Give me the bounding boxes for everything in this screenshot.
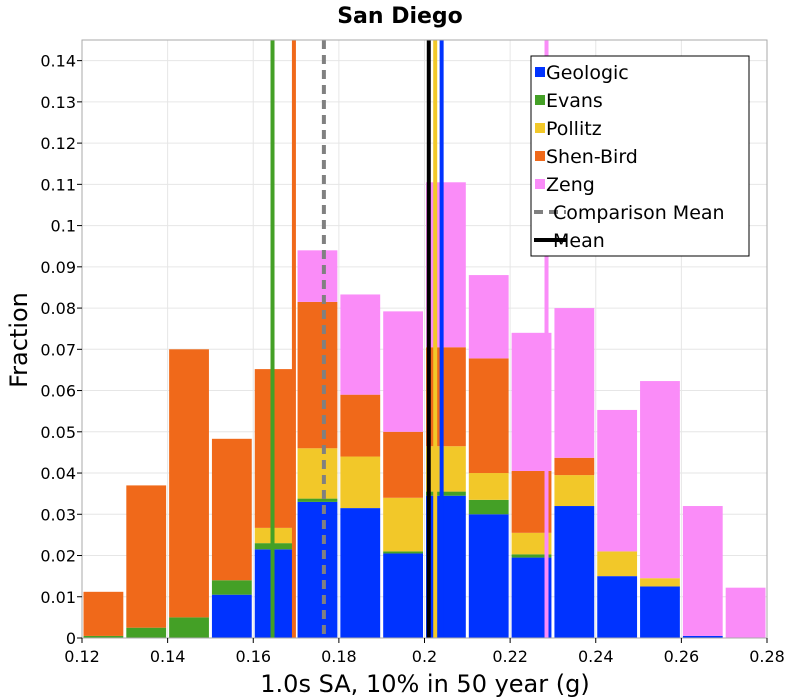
legend-box bbox=[530, 55, 750, 257]
y-tick-label: 0.06 bbox=[40, 382, 76, 401]
y-tick-label: 0.07 bbox=[40, 340, 76, 359]
bar-geologic-segment bbox=[254, 549, 295, 638]
bar-geologic-segment bbox=[426, 495, 466, 638]
bar-pollitz-segment bbox=[254, 527, 295, 544]
bar-zeng-segment bbox=[468, 275, 509, 359]
bar-pollitz-segment bbox=[640, 578, 680, 587]
bar-shen-bird-segment bbox=[83, 591, 124, 636]
bar-shen-bird-segment bbox=[554, 457, 595, 476]
legend-label-comparison-mean: Comparison Mean bbox=[553, 202, 725, 224]
legend-swatch-evans bbox=[535, 95, 545, 105]
bar-evans-segment bbox=[426, 491, 466, 496]
y-tick-label: 0.13 bbox=[40, 93, 76, 112]
x-tick-label: 0.12 bbox=[64, 647, 100, 666]
bar-geologic-segment bbox=[340, 508, 381, 638]
bar-zeng-segment bbox=[340, 294, 381, 395]
y-axis-ticks: 0 0.01 0.02 0.03 0.04 0.05 0.06 0.07 0.08 0.09 0.1… bbox=[40, 52, 82, 648]
y-tick-label: 0.09 bbox=[40, 258, 76, 277]
y-axis-title: Fraction bbox=[5, 292, 33, 388]
y-tick-label: 0.02 bbox=[40, 547, 76, 566]
bar-pollitz-segment bbox=[511, 532, 552, 555]
bar-evans-segment bbox=[383, 551, 423, 554]
mean-lines bbox=[270, 40, 549, 638]
bar-geologic-segment bbox=[640, 586, 680, 638]
bar-zeng-segment bbox=[597, 409, 638, 552]
bar-evans-segment bbox=[297, 498, 338, 502]
bar-shen-bird-segment bbox=[126, 485, 167, 628]
bar-geologic-segment bbox=[468, 514, 509, 638]
bar-pollitz-segment bbox=[340, 456, 381, 509]
y-tick-label: 0.12 bbox=[40, 134, 76, 153]
legend-label-evans: Evans bbox=[546, 90, 603, 112]
legend-swatch-shen-bird bbox=[535, 151, 545, 161]
bar-pollitz-segment bbox=[426, 446, 466, 492]
bar-shen-bird-segment bbox=[383, 431, 423, 498]
bar-geologic-segment bbox=[297, 501, 338, 638]
bar-evans-segment bbox=[126, 627, 167, 638]
bar-zeng-segment bbox=[297, 250, 338, 302]
bar-shen-bird-segment bbox=[297, 301, 338, 449]
y-tick-label: 0.08 bbox=[40, 299, 76, 318]
bar-shen-bird-segment bbox=[340, 394, 381, 457]
bar-evans-segment bbox=[468, 499, 509, 515]
bar-shen-bird-segment bbox=[211, 438, 252, 581]
legend: Geologic Evans Pollitz Shen-Bird Zeng Compari… bbox=[530, 55, 750, 257]
legend-swatch-zeng bbox=[535, 179, 545, 189]
bar-evans-segment bbox=[211, 580, 252, 595]
x-tick-label: 0.2 bbox=[412, 647, 437, 666]
bar-pollitz-segment bbox=[554, 475, 595, 507]
bar-geologic-segment bbox=[554, 506, 595, 638]
bar-geologic-segment bbox=[383, 553, 423, 638]
x-axis-ticks: 0.12 0.14 0.16 0.18 0.2 0.22 0.24 0.26 0.28 bbox=[64, 638, 785, 666]
bar-pollitz-segment bbox=[597, 551, 638, 577]
bar-evans-segment bbox=[83, 635, 124, 638]
y-tick-label: 0.1 bbox=[51, 217, 76, 236]
x-tick-label: 0.28 bbox=[749, 647, 785, 666]
y-tick-label: 0.01 bbox=[40, 588, 76, 607]
y-tick-label: 0.04 bbox=[40, 464, 76, 483]
x-tick-label: 0.14 bbox=[150, 647, 186, 666]
bar-geologic-segment bbox=[211, 594, 252, 638]
bar-evans-segment bbox=[511, 554, 552, 558]
bar-zeng-segment bbox=[682, 506, 723, 636]
x-tick-label: 0.24 bbox=[578, 647, 614, 666]
bar-geologic-segment bbox=[597, 576, 638, 638]
legend-label-pollitz: Pollitz bbox=[546, 118, 602, 140]
bar-geologic-segment bbox=[682, 635, 723, 638]
y-tick-label: 0.05 bbox=[40, 423, 76, 442]
legend-label-zeng: Zeng bbox=[546, 174, 595, 196]
bar-pollitz-segment bbox=[383, 497, 423, 552]
bar-zeng-segment bbox=[383, 311, 423, 432]
bar-zeng-segment bbox=[640, 381, 680, 579]
x-tick-label: 0.16 bbox=[235, 647, 271, 666]
x-tick-label: 0.22 bbox=[492, 647, 528, 666]
bar-shen-bird-segment bbox=[468, 358, 509, 474]
bar-evans-segment bbox=[169, 617, 209, 638]
legend-label-mean: Mean bbox=[553, 230, 605, 252]
bar-zeng-segment bbox=[725, 587, 766, 638]
bar-zeng-segment bbox=[426, 182, 466, 348]
bar-shen-bird-segment bbox=[254, 369, 295, 528]
x-tick-label: 0.26 bbox=[664, 647, 700, 666]
bar-zeng-segment bbox=[554, 308, 595, 458]
bar-evans-segment bbox=[254, 543, 295, 550]
y-tick-label: 0.03 bbox=[40, 505, 76, 524]
legend-swatch-pollitz bbox=[535, 123, 545, 133]
chart-title: San Diego bbox=[337, 4, 463, 29]
y-tick-label: 0.11 bbox=[40, 175, 76, 194]
bar-pollitz-segment bbox=[297, 448, 338, 499]
bar-pollitz-segment bbox=[468, 473, 509, 500]
bar-shen-bird-segment bbox=[426, 347, 466, 447]
y-tick-label: 0.14 bbox=[40, 52, 76, 71]
legend-label-geologic: Geologic bbox=[546, 62, 629, 84]
x-tick-label: 0.18 bbox=[321, 647, 357, 666]
legend-swatch-geologic bbox=[535, 67, 545, 77]
legend-label-shen-bird: Shen-Bird bbox=[546, 146, 638, 168]
bar-shen-bird-segment bbox=[169, 349, 209, 618]
x-axis-title: 1.0s SA, 10% in 50 year (g) bbox=[260, 670, 589, 698]
y-tick-label: 0 bbox=[66, 629, 76, 648]
